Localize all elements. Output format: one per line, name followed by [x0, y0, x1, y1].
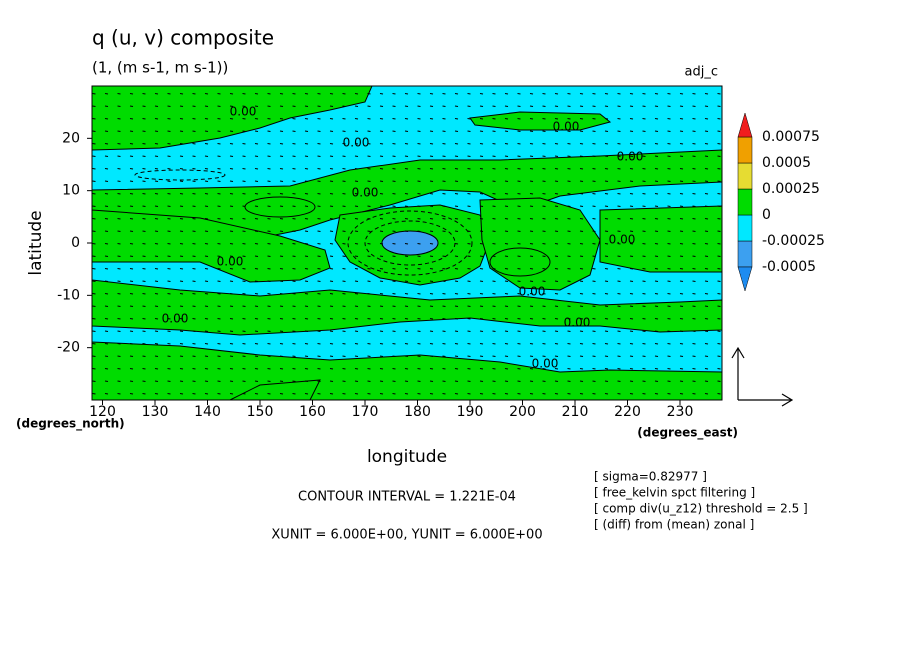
x-tick-label: 150: [247, 404, 274, 420]
colorbar-label: 0.00075: [762, 129, 820, 145]
contour-field: [92, 86, 722, 400]
y-tick-label: -20: [57, 340, 80, 356]
x-tick-label: 160: [299, 404, 326, 420]
x-tick-label: 220: [614, 404, 641, 420]
x-tick-label: 200: [509, 404, 536, 420]
x-tick-label: 170: [352, 404, 379, 420]
chart-title: q (u, v) composite: [92, 26, 274, 50]
note: [ free_kelvin spct filtering ]: [594, 486, 755, 500]
contour-label: 0.00: [553, 120, 580, 134]
annotation: CONTOUR INTERVAL = 1.221E-04: [298, 490, 516, 505]
colorbar-label: -0.00025: [762, 233, 825, 249]
note: [ (diff) from (mean) zonal ]: [594, 518, 754, 532]
y-axis-label: latitude: [26, 210, 46, 275]
x-tick-label: 210: [562, 404, 589, 420]
note: [ comp div(u_z12) threshold = 2.5 ]: [594, 502, 808, 516]
x-tick-label: 230: [667, 404, 694, 420]
x-tick-label: 130: [142, 404, 169, 420]
y-unit-label: (degrees_north): [16, 417, 125, 432]
contour-label: 0.00: [519, 285, 546, 299]
x-unit-label: (degrees_east): [637, 426, 738, 441]
contour-label: 0.00: [162, 312, 189, 326]
y-tick-label: 0: [71, 235, 80, 251]
colorbar-box: [737, 136, 753, 164]
note: [ sigma=0.82977 ]: [594, 470, 707, 484]
contour-label: 0.00: [217, 255, 244, 269]
x-tick-label: 140: [194, 404, 221, 420]
x-tick-label: 120: [89, 404, 116, 420]
y-tick-label: -10: [57, 287, 80, 303]
colorbar-box: [737, 162, 753, 190]
colorbar-label: 0: [762, 207, 771, 223]
contour-label: 0.00: [532, 357, 559, 371]
contour-label: 0.00: [343, 136, 370, 150]
chart-subtitle: (1, (m s-1, m s-1)): [92, 59, 228, 77]
label-right: adj_c: [685, 65, 718, 80]
colorbar-box: [737, 240, 753, 268]
contour-label: 0.00: [564, 316, 591, 330]
x-axis-label: longitude: [367, 447, 447, 467]
colorbar-box: [737, 214, 753, 242]
colorbar-label: 0.00025: [762, 181, 820, 197]
contour-label: 0.00: [230, 105, 257, 119]
y-tick-label: 20: [62, 130, 80, 146]
contour-label: 0.00: [617, 150, 644, 164]
annotation: XUNIT = 6.000E+00, YUNIT = 6.000E+00: [271, 528, 542, 543]
x-tick-label: 190: [457, 404, 484, 420]
colorbar-box: [737, 188, 753, 216]
colorbar-label: 0.0005: [762, 155, 811, 171]
x-tick-label: 180: [404, 404, 431, 420]
reference-vector: [731, 346, 794, 407]
colorbar-end: [737, 266, 753, 292]
contour-label: 0.00: [352, 186, 379, 200]
colorbar-label: -0.0005: [762, 259, 816, 275]
contour-label: 0.00: [609, 233, 636, 247]
y-tick-label: 10: [62, 183, 80, 199]
colorbar-end: [737, 112, 753, 138]
